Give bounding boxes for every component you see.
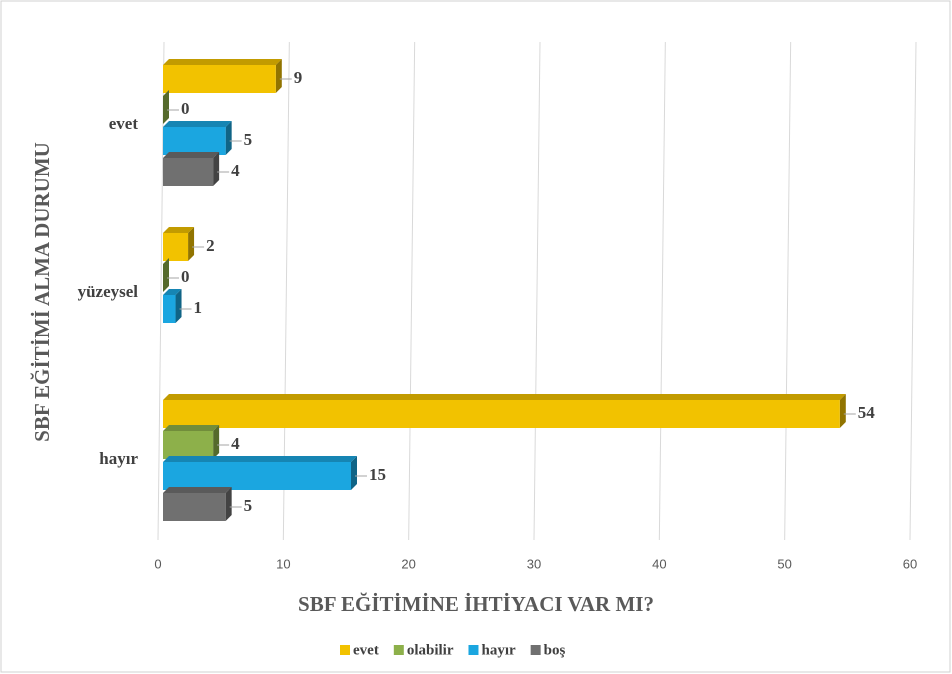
x-tick-label: 10 <box>276 556 290 571</box>
legend-swatch <box>468 645 479 655</box>
value-label: 4 <box>231 434 240 453</box>
bar-side <box>275 59 282 93</box>
bar-top <box>163 289 182 295</box>
bar-top <box>163 456 357 462</box>
legend-swatch <box>340 645 350 655</box>
bar <box>163 493 226 521</box>
bar-side <box>225 121 232 155</box>
bar-side <box>163 90 169 124</box>
bar-side <box>163 258 169 292</box>
bar <box>163 431 214 459</box>
y-axis-title: SBF EĞİTİMİ ALMA DURUMU <box>30 142 54 442</box>
grid-line <box>909 41 917 541</box>
bar-side <box>839 394 846 428</box>
value-label: 5 <box>244 130 253 149</box>
value-label: 2 <box>206 236 215 255</box>
bar-top <box>163 394 846 400</box>
bar-side <box>188 227 195 261</box>
x-tick-label: 50 <box>777 556 791 571</box>
bar-side <box>225 487 232 521</box>
legend-label: evet <box>353 642 379 658</box>
bar-side <box>351 456 357 490</box>
x-tick-label: 30 <box>527 556 541 571</box>
bar <box>163 127 226 155</box>
value-label: 5 <box>244 496 253 515</box>
bar-top <box>163 121 232 127</box>
x-tick-label: 0 <box>154 556 161 571</box>
value-label: 4 <box>231 161 240 180</box>
legend-label: olabilir <box>407 642 454 658</box>
grid-line <box>408 41 416 541</box>
x-tick-label: 40 <box>652 556 666 571</box>
legend-label: hayır <box>481 642 516 658</box>
grid-line <box>658 41 666 541</box>
bar <box>163 158 214 186</box>
bar-top <box>163 152 220 158</box>
bar <box>163 462 351 490</box>
legend-swatch <box>530 645 541 655</box>
x-tick-label: 20 <box>401 556 415 571</box>
grid-line <box>784 41 792 541</box>
bar-top <box>163 59 282 65</box>
y-tick-label: yüzeysel <box>78 282 139 301</box>
grid-line <box>157 41 165 541</box>
bar <box>163 65 276 93</box>
bar <box>163 295 176 323</box>
x-tick-label: 60 <box>903 556 917 571</box>
value-label: 1 <box>194 298 203 317</box>
legend-label: boş <box>544 642 566 658</box>
value-label: 9 <box>294 68 303 87</box>
bar <box>163 400 840 428</box>
bar-top <box>163 487 232 493</box>
value-label: 15 <box>369 465 386 484</box>
value-label: 0 <box>181 267 190 286</box>
y-tick-label: hayır <box>99 449 138 468</box>
value-label: 0 <box>181 99 190 118</box>
bar-side <box>213 152 220 186</box>
bar <box>163 233 189 261</box>
y-tick-label: evet <box>109 114 139 133</box>
value-label: 54 <box>858 403 876 422</box>
legend-swatch <box>393 645 404 655</box>
bar-side <box>175 289 182 323</box>
bar-side <box>213 425 220 459</box>
bar-top <box>163 227 195 233</box>
bar-top <box>163 425 220 431</box>
grid-line <box>533 41 541 541</box>
x-axis-title: SBF EĞİTİMİNE İHTİYACI VAR MI? <box>298 592 654 616</box>
